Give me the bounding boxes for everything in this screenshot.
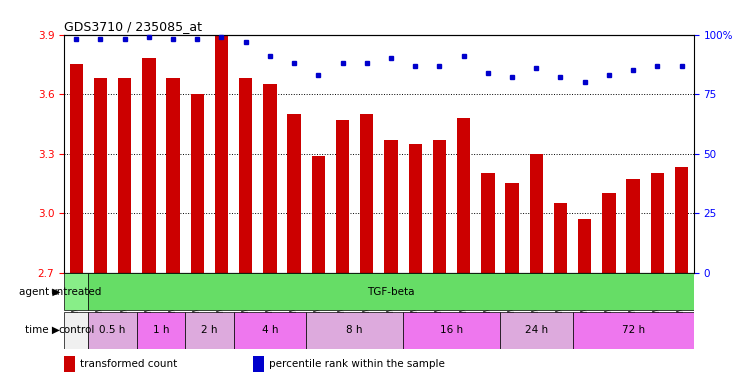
Text: percentile rank within the sample: percentile rank within the sample [268, 359, 445, 369]
Bar [167, 78, 179, 273]
Bar [118, 78, 131, 273]
Bar [215, 35, 228, 273]
Bar [306, 312, 403, 349]
Bar [627, 179, 640, 273]
Text: control: control [58, 325, 94, 335]
Bar [93, 78, 107, 273]
Bar [64, 273, 88, 310]
Text: agent ▶: agent ▶ [19, 287, 60, 297]
Text: 8 h: 8 h [346, 325, 363, 335]
Bar [602, 193, 615, 273]
Bar [360, 114, 373, 273]
Text: 24 h: 24 h [525, 325, 548, 335]
Text: 4 h: 4 h [262, 325, 278, 335]
Bar [500, 312, 572, 349]
Bar [385, 140, 397, 273]
Text: 2 h: 2 h [201, 325, 218, 335]
Text: 72 h: 72 h [621, 325, 645, 335]
Bar [529, 154, 543, 273]
Text: transformed count: transformed count [80, 359, 177, 369]
Bar [253, 356, 265, 372]
Bar [88, 312, 136, 349]
Bar [263, 84, 277, 273]
Bar [64, 356, 75, 372]
Bar [554, 203, 567, 273]
Bar [457, 118, 470, 273]
Bar [136, 312, 185, 349]
Text: 1 h: 1 h [153, 325, 169, 335]
Bar [64, 312, 88, 349]
Bar [409, 144, 422, 273]
Bar [578, 219, 591, 273]
Bar [143, 58, 155, 273]
Text: 16 h: 16 h [440, 325, 463, 335]
Bar [481, 174, 495, 273]
Text: GDS3710 / 235085_at: GDS3710 / 235085_at [64, 20, 202, 33]
Bar [433, 140, 446, 273]
Bar [675, 167, 688, 273]
Bar [651, 174, 664, 273]
Text: TGF-beta: TGF-beta [367, 287, 415, 297]
Bar [239, 78, 253, 273]
Bar [505, 184, 519, 273]
Text: 0.5 h: 0.5 h [100, 325, 126, 335]
Bar [311, 156, 325, 273]
Bar [185, 312, 234, 349]
Bar [403, 312, 500, 349]
Text: untreated: untreated [51, 287, 102, 297]
Bar [336, 120, 349, 273]
Bar [191, 94, 204, 273]
Bar [572, 312, 694, 349]
Bar [234, 312, 306, 349]
Bar [287, 114, 301, 273]
Bar [69, 64, 83, 273]
Text: time ▶: time ▶ [26, 325, 60, 335]
